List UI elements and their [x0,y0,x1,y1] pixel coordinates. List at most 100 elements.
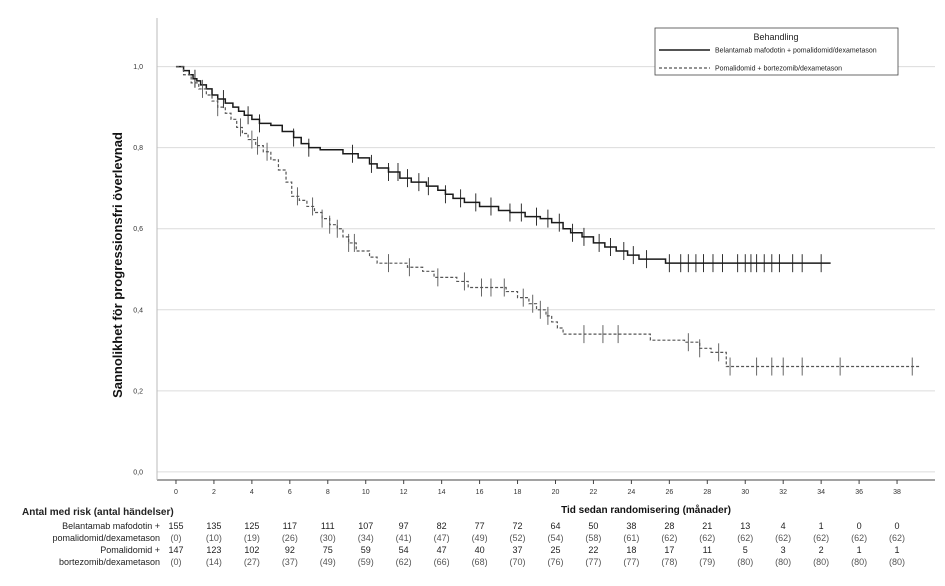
x-tick-label: 24 [627,489,635,496]
risk-events-value: (79) [699,557,716,567]
legend-entry-1: Pomalidomid + bortezomib/dexametason [715,66,842,73]
risk-events-value: (62) [851,533,868,543]
x-tick-label: 14 [438,489,446,496]
y-tick-label: 0,6 [133,226,143,233]
risk-at-risk-value: 11 [702,545,712,555]
risk-at-risk-value: 135 [206,521,222,531]
risk-events-value: (68) [471,557,488,567]
risk-events-value: (62) [889,533,906,543]
y-tick-label: 0,4 [133,307,143,314]
risk-at-risk-value: 38 [626,521,637,531]
risk-events-value: (80) [775,557,792,567]
risk-table-title: Antal med risk (antal händelser) [22,507,174,518]
risk-events-value: (19) [243,533,260,543]
risk-at-risk-value: 0 [894,521,900,531]
risk-at-risk-value: 3 [780,545,786,555]
risk-events-value: (34) [357,533,374,543]
risk-at-risk-value: 40 [474,545,485,555]
x-tick-label: 18 [514,489,522,496]
risk-at-risk-value: 25 [550,545,561,555]
risk-events-value: (0) [170,533,182,543]
y-axis-label: Sannolikhet för progressionsfri överlevn… [110,132,125,398]
x-tick-label: 12 [400,489,408,496]
risk-at-risk-value: 155 [168,521,184,531]
risk-events-value: (76) [547,557,564,567]
risk-at-risk-value: 2 [818,545,824,555]
x-tick-label: 10 [362,489,370,496]
risk-at-risk-value: 64 [550,521,561,531]
risk-events-value: (80) [851,557,868,567]
risk-at-risk-value: 47 [436,545,447,555]
risk-at-risk-value: 5 [742,545,748,555]
x-tick-label: 8 [326,489,330,496]
x-tick-label: 36 [855,489,863,496]
risk-events-value: (14) [205,557,222,567]
risk-at-risk-value: 123 [206,545,222,555]
risk-at-risk-value: 4 [780,521,786,531]
legend: Behandling Belantamab mafodotin + pomali… [654,27,899,76]
risk-at-risk-value: 72 [512,521,523,531]
risk-events-value: (61) [623,533,640,543]
y-tick-label: 1,0 [133,64,143,71]
survival-curves [175,65,920,376]
risk-events-value: (70) [509,557,526,567]
risk-group-label: Pomalidomid + [100,545,160,555]
risk-at-risk-value: 59 [360,545,371,555]
risk-events-value: (78) [661,557,678,567]
risk-at-risk-value: 22 [588,545,599,555]
risk-at-risk-value: 111 [320,521,335,531]
risk-events-value: (41) [395,533,412,543]
risk-events-value: (49) [471,533,488,543]
risk-events-value: (54) [547,533,564,543]
x-tick-label: 34 [817,489,825,496]
x-tick-label: 0 [174,489,178,496]
risk-at-risk-value: 18 [626,545,637,555]
risk-events-value: (62) [699,533,716,543]
risk-events-value: (47) [433,533,450,543]
risk-group-label: bortezomib/dexametason [58,557,160,567]
risk-events-value: (66) [433,557,450,567]
risk-at-risk-value: 147 [168,545,184,555]
risk-at-risk-value: 1 [894,545,900,555]
risk-events-value: (62) [813,533,830,543]
risk-events-value: (62) [775,533,792,543]
risk-events-value: (49) [319,557,336,567]
risk-events-value: (58) [585,533,602,543]
risk-events-value: (62) [395,557,412,567]
risk-at-risk-value: 50 [588,521,599,531]
x-tick-label: 32 [779,489,787,496]
x-tick-label: 4 [250,489,254,496]
risk-at-risk-value: 75 [322,545,333,555]
risk-at-risk-value: 92 [284,545,295,555]
risk-group-label: pomalidomid/dexametason [52,533,160,543]
risk-events-value: (62) [661,533,678,543]
risk-events-value: (80) [737,557,754,567]
risk-at-risk-value: 125 [244,521,260,531]
risk-at-risk-value: 54 [398,545,409,555]
risk-at-risk-value: 77 [474,521,485,531]
risk-at-risk-value: 13 [740,521,751,531]
gridlines [157,66,935,473]
x-tick-label: 28 [703,489,711,496]
risk-events-value: (30) [319,533,336,543]
x-tick-label: 16 [476,489,484,496]
risk-events-value: (59) [357,557,374,567]
risk-events-value: (37) [281,557,298,567]
legend-box [654,27,899,76]
risk-at-risk-value: 0 [856,521,862,531]
y-axis-ticks: 0,0 0,2 0,4 0,6 0,8 1,0 [133,64,143,476]
risk-events-value: (77) [623,557,640,567]
x-tick-label: 20 [552,489,560,496]
risk-events-value: (77) [585,557,602,567]
x-tick-label: 2 [212,489,216,496]
y-tick-label: 0,2 [133,388,143,395]
x-tick-label: 6 [288,489,292,496]
risk-at-risk-value: 17 [664,545,675,555]
risk-at-risk-value: 21 [702,521,713,531]
x-axis-label: Tid sedan randomisering (månader) [561,504,731,516]
x-tick-label: 26 [665,489,673,496]
x-tick-label: 38 [893,489,901,496]
y-tick-label: 0,0 [133,469,143,476]
risk-at-risk-value: 82 [436,521,447,531]
